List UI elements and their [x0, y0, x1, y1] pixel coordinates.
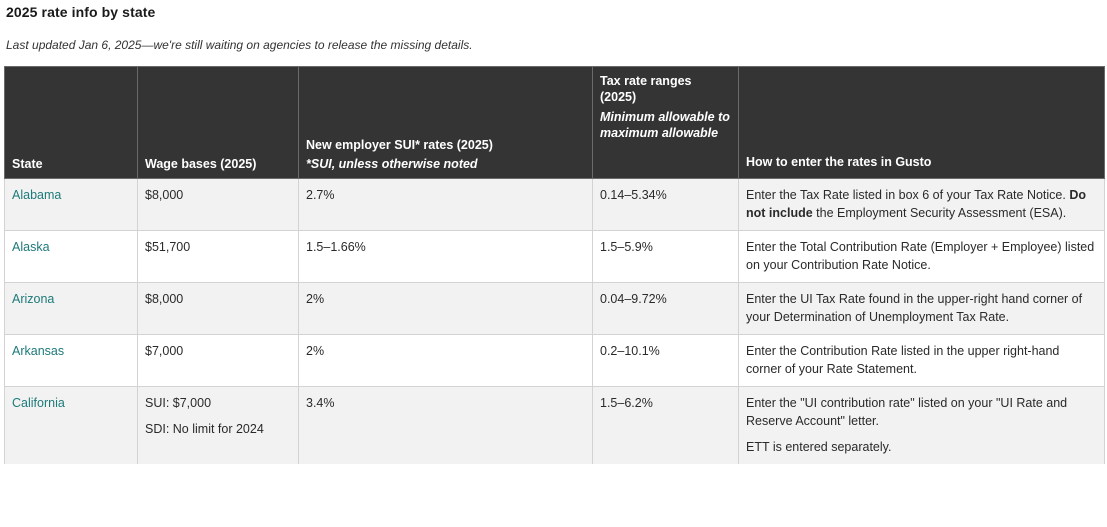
state-cell: Arizona [4, 282, 138, 335]
header-how-to-enter: How to enter the rates in Gusto [738, 66, 1105, 179]
table-header-row: State Wage bases (2025) New employer SUI… [4, 66, 1105, 179]
howto-cell: Enter the Total Contribution Rate (Emplo… [738, 230, 1105, 283]
header-sui-rates: New employer SUI* rates (2025) *SUI, unl… [298, 66, 593, 179]
table-row: Alaska $51,700 1.5–1.66% 1.5–5.9% Enter … [4, 230, 1105, 283]
howto-cell: Enter the "UI contribution rate" listed … [738, 386, 1105, 464]
howto-text-end: the Employment Security Assessment (ESA)… [812, 206, 1067, 220]
state-cell: California [4, 386, 138, 464]
state-link-alaska[interactable]: Alaska [12, 240, 50, 254]
table-row: California SUI: $7,000 SDI: No limit for… [4, 386, 1105, 464]
howto-cell: Enter the UI Tax Rate found in the upper… [738, 282, 1105, 335]
wage-cell: $8,000 [137, 178, 299, 231]
state-cell: Arkansas [4, 334, 138, 387]
howto-cell: Enter the Tax Rate listed in box 6 of yo… [738, 178, 1105, 231]
header-tax-ranges-label: Tax rate ranges (2025) [600, 74, 692, 104]
howto-text: Enter the Tax Rate listed in box 6 of yo… [746, 188, 1070, 202]
howto-cell: Enter the Contribution Rate listed in th… [738, 334, 1105, 387]
state-cell: Alabama [4, 178, 138, 231]
howto-paragraph: ETT is entered separately. [746, 440, 892, 454]
section-heading: 2025 rate info by state [6, 4, 156, 20]
state-link-california[interactable]: California [12, 396, 65, 410]
sui-cell: 2.7% [298, 178, 593, 231]
state-link-arkansas[interactable]: Arkansas [12, 344, 65, 358]
range-cell: 0.04–9.72% [592, 282, 739, 335]
sui-cell: 2% [298, 334, 593, 387]
wage-cell: $7,000 [137, 334, 299, 387]
header-sui-rates-label: New employer SUI* rates (2025) [306, 138, 493, 152]
sui-cell: 2% [298, 282, 593, 335]
sui-cell: 3.4% [298, 386, 593, 464]
wage-cell: $8,000 [137, 282, 299, 335]
range-cell: 1.5–6.2% [592, 386, 739, 464]
range-cell: 0.14–5.34% [592, 178, 739, 231]
howto-bold-text: Do not include [746, 188, 1086, 220]
table-row: Arizona $8,000 2% 0.04–9.72% Enter the U… [4, 282, 1105, 335]
header-tax-ranges: Tax rate ranges (2025) Minimum allowable… [592, 66, 739, 179]
wage-cell: $51,700 [137, 230, 299, 283]
range-cell: 0.2–10.1% [592, 334, 739, 387]
wage-sui-line: SUI: $7,000 [145, 396, 212, 410]
howto-paragraph: Enter the "UI contribution rate" listed … [746, 396, 1068, 428]
header-sui-note: *SUI, unless otherwise noted [306, 157, 478, 171]
header-wage-bases: Wage bases (2025) [137, 66, 299, 179]
state-link-arizona[interactable]: Arizona [12, 292, 55, 306]
sui-cell: 1.5–1.66% [298, 230, 593, 283]
header-tax-ranges-note: Minimum allowable to maximum allowable [600, 110, 730, 140]
table-row: Arkansas $7,000 2% 0.2–10.1% Enter the C… [4, 334, 1105, 387]
wage-cell: SUI: $7,000 SDI: No limit for 2024 [137, 386, 299, 464]
state-cell: Alaska [4, 230, 138, 283]
table-row: Alabama $8,000 2.7% 0.14–5.34% Enter the… [4, 178, 1105, 231]
state-link-alabama[interactable]: Alabama [12, 188, 62, 202]
range-cell: 1.5–5.9% [592, 230, 739, 283]
state-rates-table: State Wage bases (2025) New employer SUI… [4, 66, 1105, 464]
wage-sdi-line: SDI: No limit for 2024 [145, 422, 264, 436]
header-state: State [4, 66, 138, 179]
last-updated-note: Last updated Jan 6, 2025—we're still wai… [6, 38, 473, 52]
